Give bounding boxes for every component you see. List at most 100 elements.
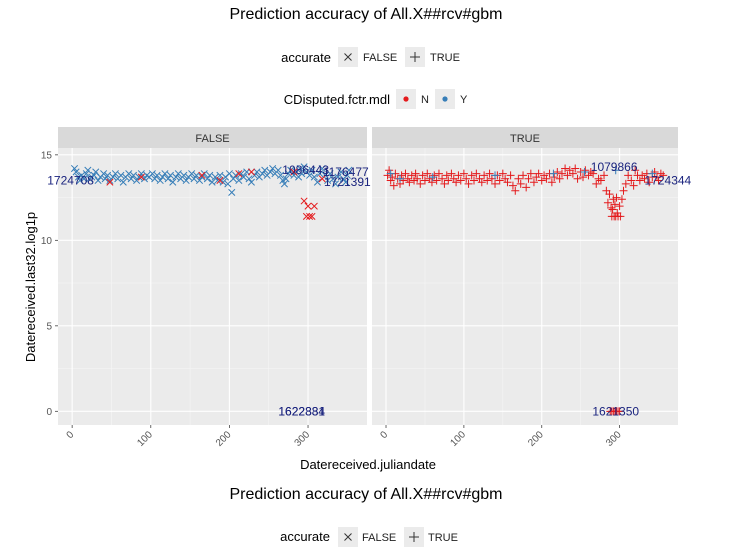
footer-legend-title: accurate xyxy=(280,529,330,544)
data-point xyxy=(195,176,204,185)
data-point xyxy=(635,176,644,185)
data-point xyxy=(589,169,598,178)
data-point xyxy=(537,176,546,185)
data-point xyxy=(483,176,492,185)
point-annotation: 1724708 xyxy=(47,173,94,187)
data-point xyxy=(190,175,198,183)
legend-plus-marker-icon xyxy=(410,52,420,62)
data-point xyxy=(472,169,481,178)
data-point xyxy=(258,170,266,178)
data-point xyxy=(423,169,432,178)
data-point xyxy=(386,176,395,185)
data-point xyxy=(467,171,476,180)
data-point xyxy=(498,169,507,178)
data-point xyxy=(240,173,248,181)
x-tick-label: 100 xyxy=(135,429,155,449)
legend-color-y-label: Y xyxy=(460,94,468,106)
data-point xyxy=(245,175,253,183)
data-point xyxy=(135,173,143,181)
data-point xyxy=(290,168,298,176)
data-point xyxy=(159,173,167,181)
data-point xyxy=(454,171,463,180)
data-point xyxy=(101,175,109,183)
data-point xyxy=(396,174,405,183)
series-n xyxy=(383,164,668,416)
data-point xyxy=(491,179,500,188)
point-annotation: 1176477 xyxy=(323,165,369,179)
data-point xyxy=(326,170,334,178)
data-point xyxy=(298,170,306,178)
data-point xyxy=(206,171,214,179)
data-point xyxy=(318,175,326,183)
data-point xyxy=(549,169,558,178)
x-tick-label: 100 xyxy=(448,429,468,449)
legend-shape: accurate FALSE TRUE xyxy=(281,47,460,67)
data-point xyxy=(397,171,406,180)
data-point xyxy=(624,171,633,180)
x-tick-label: 0 xyxy=(65,429,77,441)
data-point xyxy=(208,178,216,186)
data-point xyxy=(631,166,640,175)
data-point xyxy=(276,171,285,179)
data-point xyxy=(555,174,564,183)
data-point xyxy=(82,170,90,178)
data-point xyxy=(592,179,601,188)
y-tick-label: 5 xyxy=(46,321,52,332)
data-point xyxy=(654,176,663,185)
data-point xyxy=(430,171,439,180)
data-point xyxy=(235,176,243,185)
panel-true: TRUE 0 100 200 300 1079866 1724344 1621350 xyxy=(372,127,692,449)
data-point xyxy=(334,173,342,181)
data-point xyxy=(188,170,196,178)
data-point xyxy=(534,169,543,178)
data-point xyxy=(640,174,649,183)
data-point xyxy=(464,179,473,188)
data-point xyxy=(166,171,174,179)
data-point xyxy=(438,174,447,183)
data-point xyxy=(225,170,233,178)
data-point xyxy=(296,164,304,173)
data-point xyxy=(470,176,478,185)
data-point xyxy=(103,171,112,179)
data-point xyxy=(304,202,312,210)
data-point xyxy=(418,171,427,180)
data-point xyxy=(337,168,345,176)
data-point xyxy=(306,212,314,220)
data-point xyxy=(563,171,572,180)
data-point xyxy=(80,175,88,183)
data-point xyxy=(78,171,86,179)
data-point xyxy=(192,171,200,179)
data-point xyxy=(282,175,290,183)
data-point xyxy=(557,169,566,178)
data-point xyxy=(169,178,177,186)
x-tick-label: 300 xyxy=(604,429,624,449)
data-point xyxy=(516,179,525,188)
data-point xyxy=(119,178,127,186)
data-point xyxy=(596,176,605,185)
point-annotation: 1086443 xyxy=(282,163,329,177)
data-point xyxy=(261,166,269,174)
data-point xyxy=(76,176,84,185)
data-point xyxy=(508,181,517,190)
data-point xyxy=(70,164,79,173)
x-tick-label: 200 xyxy=(526,429,546,449)
data-point xyxy=(90,171,98,179)
data-point xyxy=(621,179,630,188)
legend-color-n-label: N xyxy=(421,94,429,106)
data-point xyxy=(247,178,255,186)
data-point xyxy=(603,198,612,207)
footer-x-marker-icon xyxy=(344,533,352,541)
data-point xyxy=(511,186,520,195)
data-point xyxy=(561,164,570,173)
data-point xyxy=(503,178,512,187)
data-point xyxy=(127,175,135,183)
point-annotation: 1721391 xyxy=(324,175,371,189)
data-point xyxy=(137,173,145,181)
data-point xyxy=(579,173,588,182)
data-point xyxy=(247,168,255,176)
data-point xyxy=(106,178,114,186)
point-annotation: 1724344 xyxy=(645,173,692,187)
data-point xyxy=(428,173,437,182)
data-point xyxy=(462,174,471,183)
